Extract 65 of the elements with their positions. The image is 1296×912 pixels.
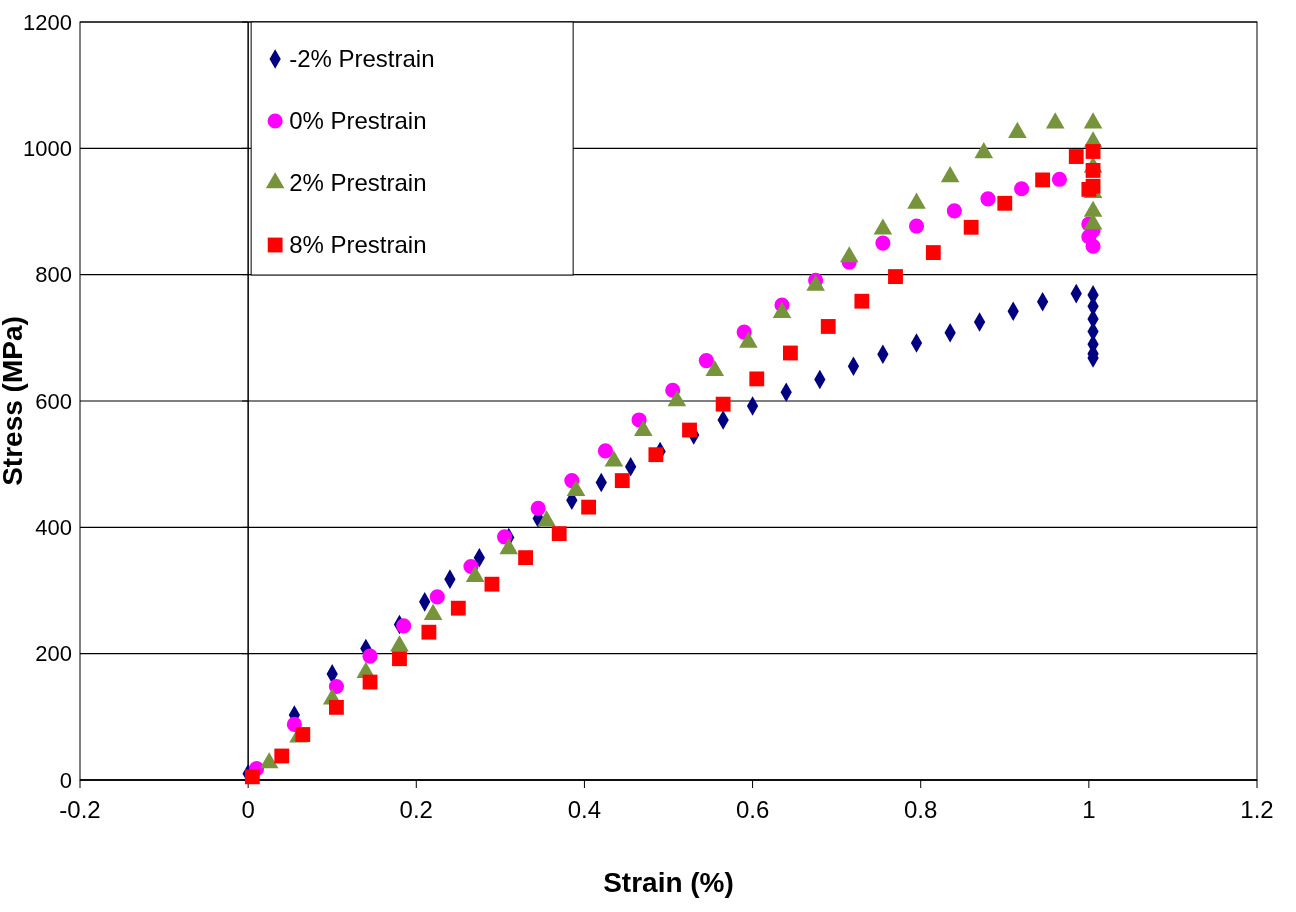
x-tick-label: 1.2 [1240,796,1274,823]
x-axis-title: Strain (%) [603,867,734,898]
y-tick-label: 200 [35,641,72,667]
y-tick-label: 0 [59,767,72,793]
x-tick-label: 0.8 [904,796,938,823]
point [530,500,546,516]
point [925,245,941,260]
x-tick-label: 1 [1082,796,1096,823]
point [295,727,311,742]
y-tick-label: 1000 [23,136,72,162]
point [698,353,714,369]
point [888,269,903,284]
point [274,748,290,764]
point [1014,181,1030,197]
point [648,447,664,463]
point [429,589,445,605]
point [749,371,765,387]
point [1081,181,1097,197]
point [614,473,630,489]
point [450,600,466,616]
point [421,624,437,640]
y-axis-title: Stress (MPa) [0,316,28,486]
y-tick-label: 400 [35,515,72,541]
point [597,443,614,459]
point [244,769,260,785]
point [362,648,378,664]
point [980,191,996,207]
point [328,678,344,695]
legend-label: 2% Prestrain [289,169,427,197]
point [581,499,597,515]
point [715,396,731,412]
y-tick-label: 800 [35,262,72,288]
point [946,203,962,219]
y-tick-label: 600 [35,388,72,414]
point [682,422,697,438]
point [362,674,378,690]
point [854,293,870,309]
point [518,550,533,566]
point [1085,238,1101,254]
point [1085,144,1101,159]
point [496,529,513,545]
x-tick-label: 0.6 [735,796,770,823]
point [963,219,979,235]
x-tick-label: 0.4 [567,796,602,823]
point [875,235,891,251]
legend-label: 8% Prestrain [289,231,427,259]
x-tick-label: 0.2 [399,796,433,823]
point [484,576,500,592]
y-tick-label: 1200 [23,9,72,35]
point [908,218,925,234]
point [1085,163,1101,178]
legend-label: -2% Prestrain [289,45,435,73]
point [820,319,836,334]
point [392,651,407,667]
point [329,699,344,715]
point [1051,171,1067,187]
legend-label: 0% Prestrain [289,107,427,135]
x-tick-label: 0 [241,796,255,823]
x-tick-label: -0.2 [59,796,101,823]
point [997,195,1013,211]
point [1035,172,1051,188]
point [1068,149,1084,164]
point [551,526,567,542]
point [782,345,798,361]
point [396,618,412,634]
